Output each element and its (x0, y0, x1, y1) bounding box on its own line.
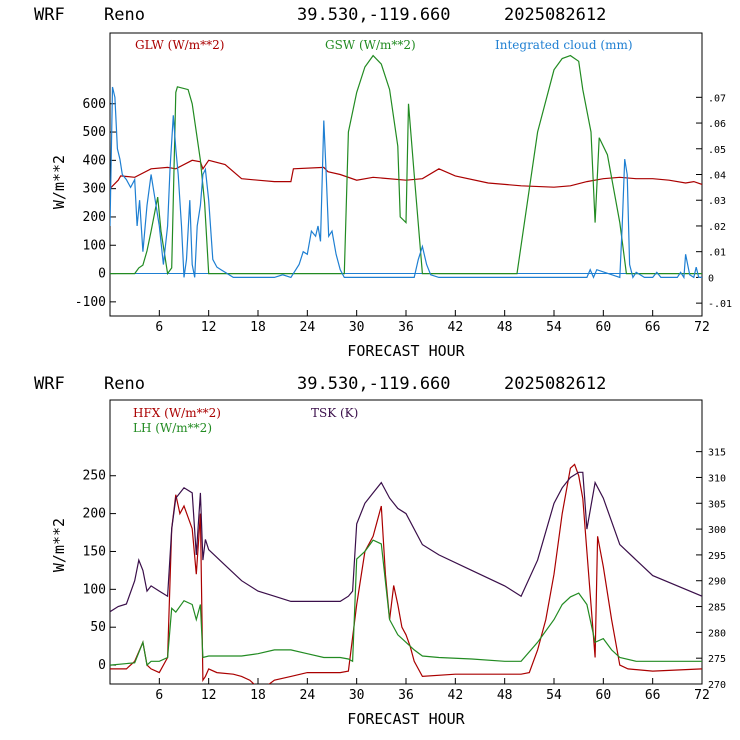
bottom-y-tick-label: 200 (83, 507, 106, 522)
bottom-y-tick-label: 100 (83, 582, 106, 597)
top-x-tick-label: 72 (694, 320, 710, 335)
bottom-y-tick-label: 0 (98, 658, 106, 673)
top-header-site: Reno (104, 5, 145, 25)
top-y2-tick-label: 0 (708, 273, 714, 284)
top-x-tick-label: 48 (497, 320, 513, 335)
top-y-tick-label: 400 (83, 153, 106, 168)
bottom-header-coords: 39.530,-119.660 (297, 374, 451, 394)
top-legend-glw: GLW (W/m**2) (135, 38, 224, 52)
top-x-tick-label: 30 (349, 320, 365, 335)
bottom-y2-tick-label: 275 (708, 654, 726, 665)
top-legend-cloud: Integrated cloud (mm) (495, 38, 633, 52)
top-x-tick-label: 66 (645, 320, 661, 335)
top-y2-tick-label: -.01 (708, 299, 732, 310)
bottom-header-model: WRF (34, 374, 65, 394)
top-header-date: 2025082612 (504, 5, 606, 25)
bottom-y2-tick-label: 305 (708, 499, 726, 510)
top-chart-legend: GLW (W/m**2) GSW (W/m**2) Integrated clo… (135, 38, 633, 52)
bottom-series-tsk-line (110, 471, 702, 613)
bottom-header-site: Reno (104, 374, 145, 394)
top-header-coords: 39.530,-119.660 (297, 5, 451, 25)
bottom-x-tick-label: 60 (596, 688, 612, 703)
bottom-y-axis-label: W/m**2 (50, 518, 68, 572)
top-x-tick-label: 6 (155, 320, 163, 335)
bottom-header-date: 2025082612 (504, 374, 606, 394)
top-y-tick-label: 200 (83, 210, 106, 225)
bottom-x-tick-label: 42 (448, 688, 464, 703)
bottom-chart-header: WRF Reno 39.530,-119.660 2025082612 (34, 374, 606, 394)
bottom-y2-tick-label: 310 (708, 473, 726, 484)
bottom-x-tick-label: 30 (349, 688, 365, 703)
top-x-tick-label: 36 (398, 320, 414, 335)
bottom-y2-tick-label: 295 (708, 551, 726, 562)
top-chart-header: WRF Reno 39.530,-119.660 2025082612 (34, 5, 606, 25)
bottom-x-tick-label: 12 (201, 688, 217, 703)
top-plot: 6 12 18 24 30 36 42 48 54 60 66 72 -100 0 100 200 300 400… (75, 32, 732, 335)
top-x-tick-label: 18 (250, 320, 266, 335)
top-y-tick-label: 500 (83, 125, 106, 140)
top-series-integrated-line (110, 86, 702, 280)
bottom-y2-tick-label: 315 (708, 448, 726, 459)
bottom-y2-tick-label: 280 (708, 628, 726, 639)
bottom-series-hfx-line (110, 463, 702, 684)
bottom-y2-tick-label: 290 (708, 577, 726, 588)
top-y2-tick-label: .05 (708, 145, 726, 156)
bottom-legend-tsk: TSK (K) (311, 406, 358, 420)
top-y2-tick-label: .03 (708, 196, 726, 207)
top-legend-gsw: GSW (W/m**2) (325, 38, 416, 52)
top-y-axis-label: W/m**2 (50, 155, 68, 209)
bottom-y2-tick-label: 300 (708, 525, 726, 536)
top-x-tick-label: 24 (300, 320, 316, 335)
top-y2-tick-label: .02 (708, 222, 726, 233)
top-y2-tick-label: .01 (708, 248, 726, 259)
top-y-tick-label: 100 (83, 238, 106, 253)
top-y-tick-label: 0 (98, 267, 106, 282)
top-y-tick-label: 600 (83, 97, 106, 112)
bottom-y2-tick-label: 270 (708, 680, 726, 691)
top-x-tick-label: 54 (546, 320, 562, 335)
top-series-glw-line (110, 159, 702, 190)
bottom-y2-tick-label: 285 (708, 603, 726, 614)
top-y2-tick-label: .06 (708, 119, 726, 130)
bottom-series-lh-line (110, 539, 702, 667)
top-y-tick-label: 300 (83, 182, 106, 197)
bottom-y-tick-label: 50 (90, 620, 106, 635)
bottom-x-tick-label: 18 (250, 688, 266, 703)
top-x-axis-label: FORECAST HOUR (347, 342, 465, 360)
top-x-tick-label: 60 (596, 320, 612, 335)
bottom-x-tick-label: 36 (398, 688, 414, 703)
top-header-model: WRF (34, 5, 65, 25)
top-x-tick-label: 42 (448, 320, 464, 335)
top-y-tick-label: -100 (75, 295, 106, 310)
bottom-chart-legend: HFX (W/m**2) LH (W/m**2) TSK (K) (133, 406, 358, 435)
bottom-x-tick-label: 72 (694, 688, 710, 703)
top-y2-tick-label: .07 (708, 93, 726, 104)
bottom-x-tick-label: 66 (645, 688, 661, 703)
top-x-tick-label: 12 (201, 320, 217, 335)
bottom-legend-hfx: HFX (W/m**2) (133, 406, 221, 420)
bottom-x-tick-label: 54 (546, 688, 562, 703)
bottom-y-tick-label: 250 (83, 469, 106, 484)
bottom-plot: 6 12 18 24 30 36 42 48 54 60 66 72 0 50 100 150 200 250 27… (83, 399, 726, 703)
bottom-y-tick-label: 150 (83, 544, 106, 559)
bottom-x-axis-label: FORECAST HOUR (347, 710, 465, 728)
bottom-x-tick-label: 24 (300, 688, 316, 703)
bottom-x-tick-label: 6 (155, 688, 163, 703)
top-y2-tick-label: .04 (708, 171, 726, 182)
top-series-gsw-line (110, 54, 702, 276)
bottom-x-tick-label: 48 (497, 688, 513, 703)
bottom-legend-lh: LH (W/m**2) (133, 421, 212, 435)
